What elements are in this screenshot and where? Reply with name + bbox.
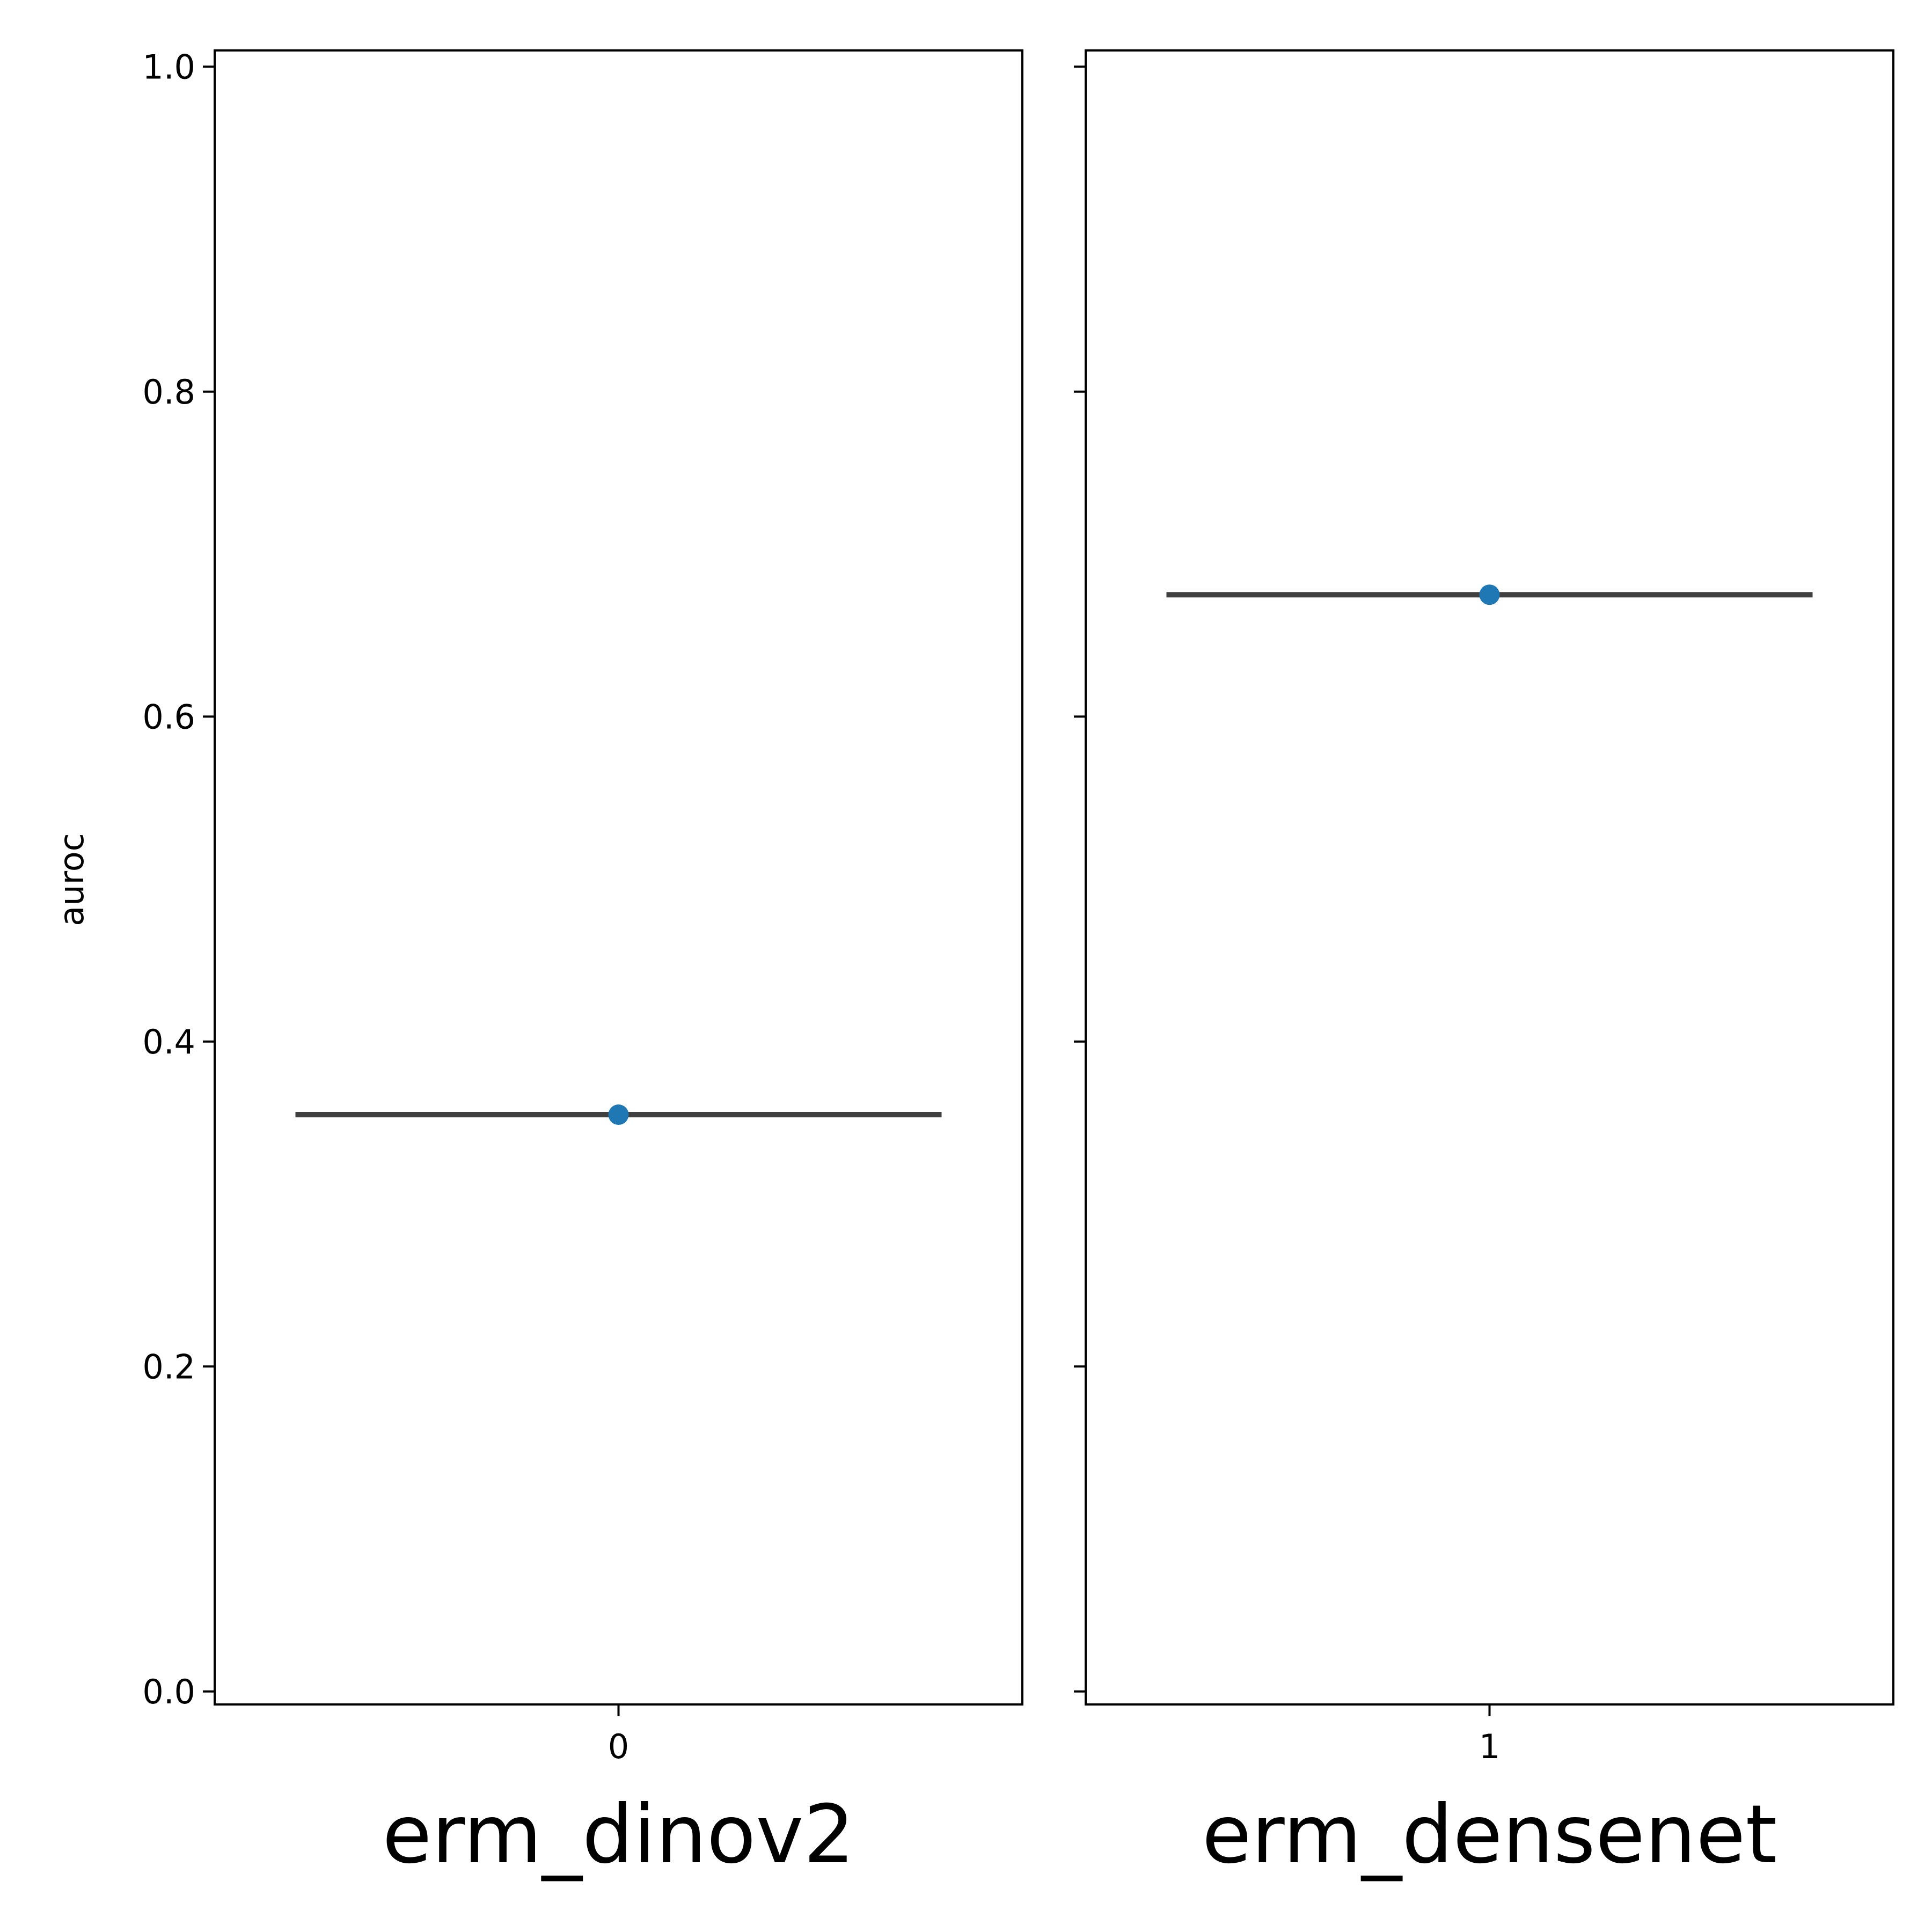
plot-frame: [214, 49, 1023, 1706]
facet-title-erm_dinov2: erm_dinov2: [382, 1788, 854, 1882]
y-axis-label: auroc: [52, 833, 91, 926]
y-tick-label: 0.6: [142, 697, 195, 736]
x-tick-label: 1: [1479, 1727, 1500, 1766]
x-tick-label: 0: [608, 1727, 629, 1766]
plot-frame: [1085, 49, 1894, 1706]
panel-erm_densenet: 1 erm_densenet: [1074, 49, 1894, 1882]
facet-title-erm_densenet: erm_densenet: [1202, 1788, 1777, 1882]
data-point: [1479, 584, 1500, 605]
y-tick-label: 1.0: [142, 47, 195, 86]
panels: 0.0 0.2 0.4 0.6 0.8 1.0 0 erm_dinov2 1 erm_densen…: [142, 47, 1894, 1882]
y-tick-label: 0.2: [142, 1347, 195, 1386]
panel-erm_dinov2: 0.0 0.2 0.4 0.6 0.8 1.0 0 erm_dinov2: [142, 47, 1023, 1882]
data-point: [608, 1104, 629, 1125]
y-tick-label: 0.4: [142, 1022, 195, 1062]
y-tick-label: 0.0: [142, 1672, 195, 1711]
y-tick-label: 0.8: [142, 372, 195, 412]
